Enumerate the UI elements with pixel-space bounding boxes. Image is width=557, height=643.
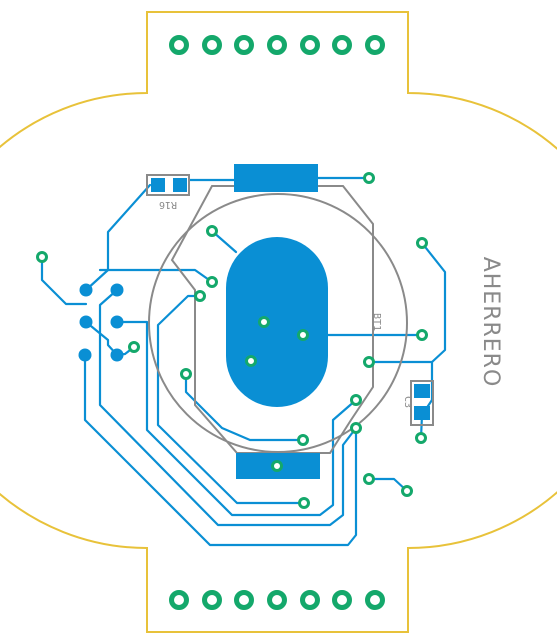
header-bottom: [169, 590, 385, 610]
bt1-pad-center: [226, 237, 328, 407]
header-top: [169, 35, 385, 55]
brand-label: AHERRERO: [478, 257, 503, 388]
board-outline: [0, 11, 557, 633]
smd-pads: [151, 164, 430, 479]
r16-outline: [146, 174, 190, 196]
c3-pad-1: [414, 384, 430, 398]
vias: [36, 172, 428, 509]
r16-pad-1: [151, 178, 165, 192]
bt1-label: BT1: [371, 313, 382, 331]
c3-pad-2: [414, 406, 430, 420]
r16-label: R16: [159, 199, 177, 210]
blue-pads: [78, 283, 124, 362]
r16-pad-2: [173, 178, 187, 192]
bt1-pad-top: [234, 164, 318, 192]
c3-label: C3: [402, 396, 413, 408]
c3-outline: [410, 380, 434, 426]
